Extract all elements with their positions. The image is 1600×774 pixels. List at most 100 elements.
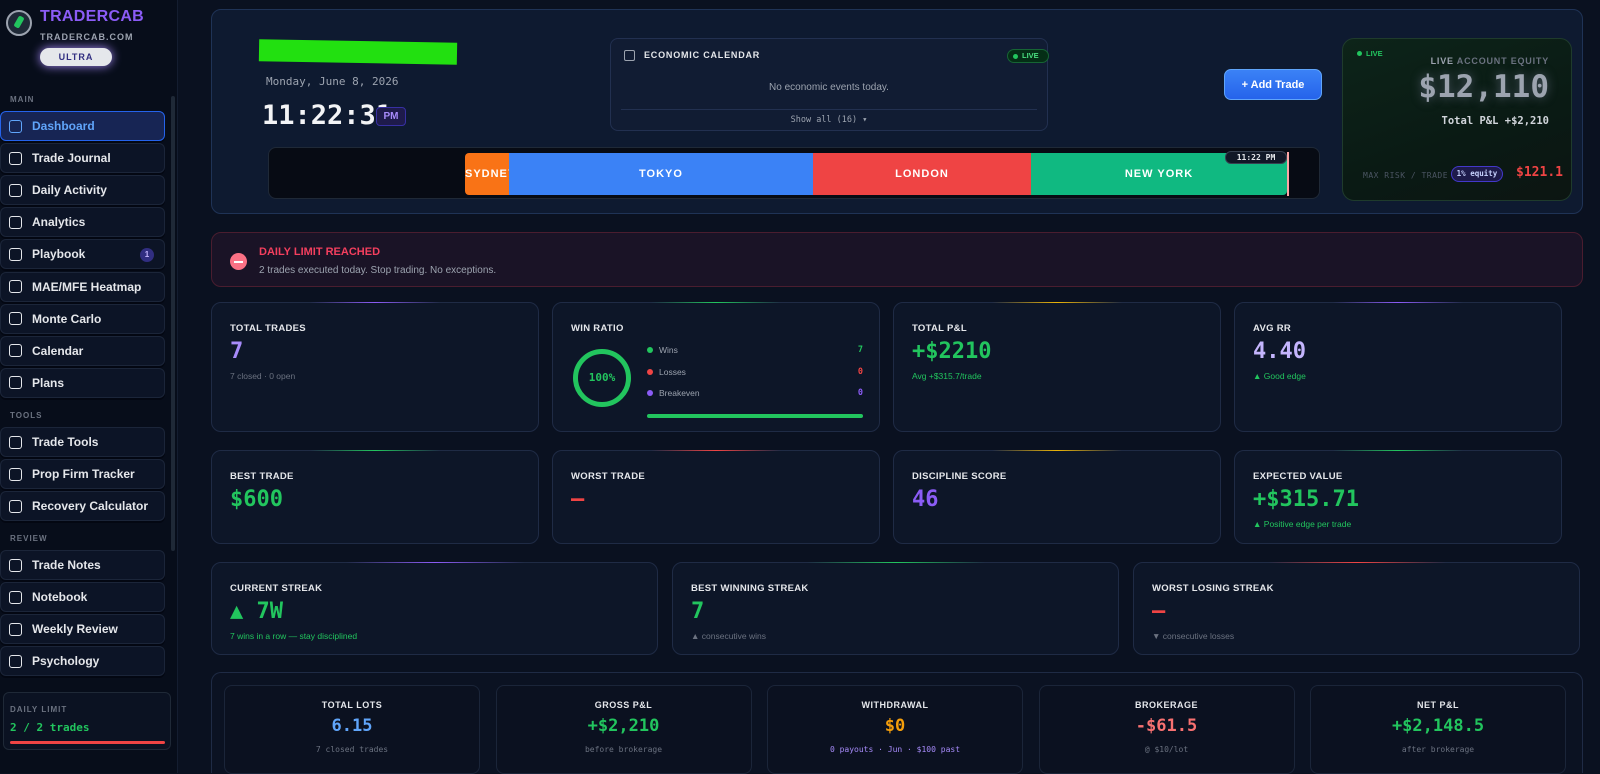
now-marker-line (1287, 152, 1289, 196)
main-content: Monday, June 8, 2026 11:22:31 PM ECONOMI… (178, 0, 1600, 774)
row-count: 0 (857, 388, 863, 398)
legend-dot (647, 390, 653, 396)
sidebar-item-playbook[interactable]: Playbook 1 (0, 239, 165, 270)
card-label: BEST WINNING STREAK (691, 583, 809, 594)
sidebar-item-trade-journal[interactable]: Trade Journal (0, 143, 165, 174)
daily-limit-label: DAILY LIMIT (10, 705, 68, 714)
card-sub: ▲ Good edge (1253, 371, 1306, 381)
summary-footer: TOTAL LOTS 6.15 7 closed trades GROSS P&L +$… (211, 672, 1583, 774)
summary-sub: after brokerage (1401, 745, 1475, 754)
dice-icon (9, 312, 22, 326)
sidebar-item-trade-tools[interactable]: Trade Tools (0, 427, 165, 457)
sidebar-item-label: Playbook (32, 247, 86, 262)
econ-message: No economic events today. (769, 82, 889, 93)
sidebar-scrollbar[interactable] (171, 96, 175, 551)
section-main: MAIN (10, 95, 35, 104)
card-glow (650, 450, 782, 451)
win-ratio-row: Losses 0 (647, 367, 863, 377)
session-sydney: SYDNEY (465, 153, 509, 195)
stat-card-best-winning-streak: BEST WINNING STREAK 7 ▲ consecutive wins (672, 562, 1119, 655)
card-label: EXPECTED VALUE (1253, 471, 1343, 482)
stat-card-expected-value: EXPECTED VALUE +$315.71 ▲ Positive edge pe… (1234, 450, 1562, 544)
summary-net-p-l: NET P&L +$2,148.5 after brokerage (1310, 685, 1566, 774)
summary-label: WITHDRAWAL (861, 700, 929, 710)
daily-limit-bar (10, 741, 165, 744)
sidebar-item-analytics[interactable]: Analytics (0, 207, 165, 238)
chart-icon (9, 215, 22, 229)
sidebar-item-plans[interactable]: Plans (0, 367, 165, 398)
daily-limit-alert: DAILY LIMIT REACHED 2 trades executed to… (211, 232, 1583, 287)
summary-sub: 0 payouts · Jun · $100 past (829, 745, 961, 754)
card-value: ▲ 7W (230, 599, 283, 624)
sidebar-item-daily-activity[interactable]: Daily Activity (0, 175, 165, 206)
card-sub: ▲ Positive edge per trade (1253, 519, 1352, 529)
sidebar: TRADERCAB TRADERCAB.COM ULTRA MAIN Dashb… (0, 0, 178, 773)
card-glow (1332, 302, 1464, 303)
card-value: +$315.71 (1253, 487, 1359, 512)
sidebar-item-recovery-calculator[interactable]: Recovery Calculator (0, 491, 165, 522)
card-sub: Avg +$315.7/trade (912, 371, 982, 381)
summary-total-lots: TOTAL LOTS 6.15 7 closed trades (224, 685, 480, 774)
card-glow (991, 450, 1123, 451)
summary-label: NET P&L (1416, 700, 1459, 710)
summary-sub: @ $10/lot (1144, 745, 1189, 754)
ampm-badge: PM (376, 107, 406, 126)
brand-site: TRADERCAB.COM (40, 32, 134, 42)
stat-card-discipline-score: DISCIPLINE SCORE 46 (893, 450, 1221, 544)
summary-value: $0 (884, 716, 906, 736)
tier-badge: ULTRA (40, 48, 112, 66)
sidebar-item-prop-firm-tracker[interactable]: Prop Firm Tracker (0, 459, 165, 490)
card-label: CURRENT STREAK (230, 583, 323, 594)
equity-total-pl: Total P&L +$2,210 (1441, 115, 1549, 127)
card-label: DISCIPLINE SCORE (912, 471, 1007, 482)
win-ratio-bar (647, 414, 863, 418)
journal-icon (9, 151, 22, 165)
section-tools: TOOLS (10, 411, 43, 420)
daily-limit-box: DAILY LIMIT 2 / 2 trades (3, 692, 171, 750)
win-ratio-card: WIN RATIO 100% Wins 7 Losses 0 Breakeven 0 (552, 302, 880, 432)
card-glow (806, 562, 985, 563)
sidebar-item-calendar[interactable]: Calendar (0, 335, 165, 366)
sidebar-item-label: Weekly Review (32, 622, 118, 637)
legend-dot (647, 368, 653, 375)
current-date: Monday, June 8, 2026 (266, 75, 399, 88)
card-label: TOTAL P&L (912, 323, 967, 334)
equity-live-indicator: LIVE (1357, 49, 1383, 58)
stat-card-worst-trade: WORST TRADE — (552, 450, 880, 544)
sidebar-item-trade-notes[interactable]: Trade Notes (0, 550, 165, 580)
sidebar-item-label: Psychology (32, 654, 100, 669)
summary-value: +$2,210 (587, 716, 660, 736)
card-sub: 7 closed · 0 open (230, 371, 296, 381)
brain-icon (9, 654, 22, 668)
card-value: — (1152, 599, 1166, 624)
session-tokyo: TOKYO (509, 153, 813, 195)
sidebar-item-label: Monte Carlo (32, 311, 102, 326)
sidebar-item-notebook[interactable]: Notebook (0, 582, 165, 613)
stat-card-total-trades: TOTAL TRADES 7 7 closed · 0 open (211, 302, 539, 432)
add-trade-button[interactable]: + Add Trade (1224, 69, 1322, 100)
card-value: 46 (912, 487, 939, 512)
econ-show-all[interactable]: Show all (16) ▾ (790, 115, 868, 125)
row-label: Wins (659, 345, 678, 355)
divider (621, 109, 1037, 110)
sidebar-item-monte-carlo[interactable]: Monte Carlo (0, 303, 165, 334)
brand: TRADERCAB TRADERCAB.COM ULTRA (6, 8, 174, 70)
sidebar-item-label: Trade Journal (32, 151, 111, 166)
equity-label: LIVE ACCOUNT EQUITY (1431, 56, 1549, 66)
row-count: 0 (857, 366, 863, 377)
sidebar-item-weekly-review[interactable]: Weekly Review (0, 614, 165, 645)
book-icon (9, 247, 22, 261)
card-glow (650, 302, 782, 303)
alert-subtitle: 2 trades executed today. Stop trading. N… (259, 265, 497, 276)
win-ratio-row: Wins 7 (647, 345, 863, 355)
card-value: 4.40 (1253, 339, 1306, 364)
card-value: 7 (691, 599, 705, 624)
summary-sub: before brokerage (584, 745, 663, 754)
sidebar-item-mae-mfe-heatmap[interactable]: MAE/MFE Heatmap (0, 271, 165, 302)
sidebar-item-dashboard[interactable]: Dashboard (0, 111, 165, 141)
sidebar-item-psychology[interactable]: Psychology (0, 646, 165, 677)
grid-icon (9, 119, 22, 133)
max-risk-label: MAX RISK / TRADE (1363, 171, 1449, 180)
risk-value: $121.1 (1516, 165, 1563, 180)
card-value: — (571, 487, 585, 512)
